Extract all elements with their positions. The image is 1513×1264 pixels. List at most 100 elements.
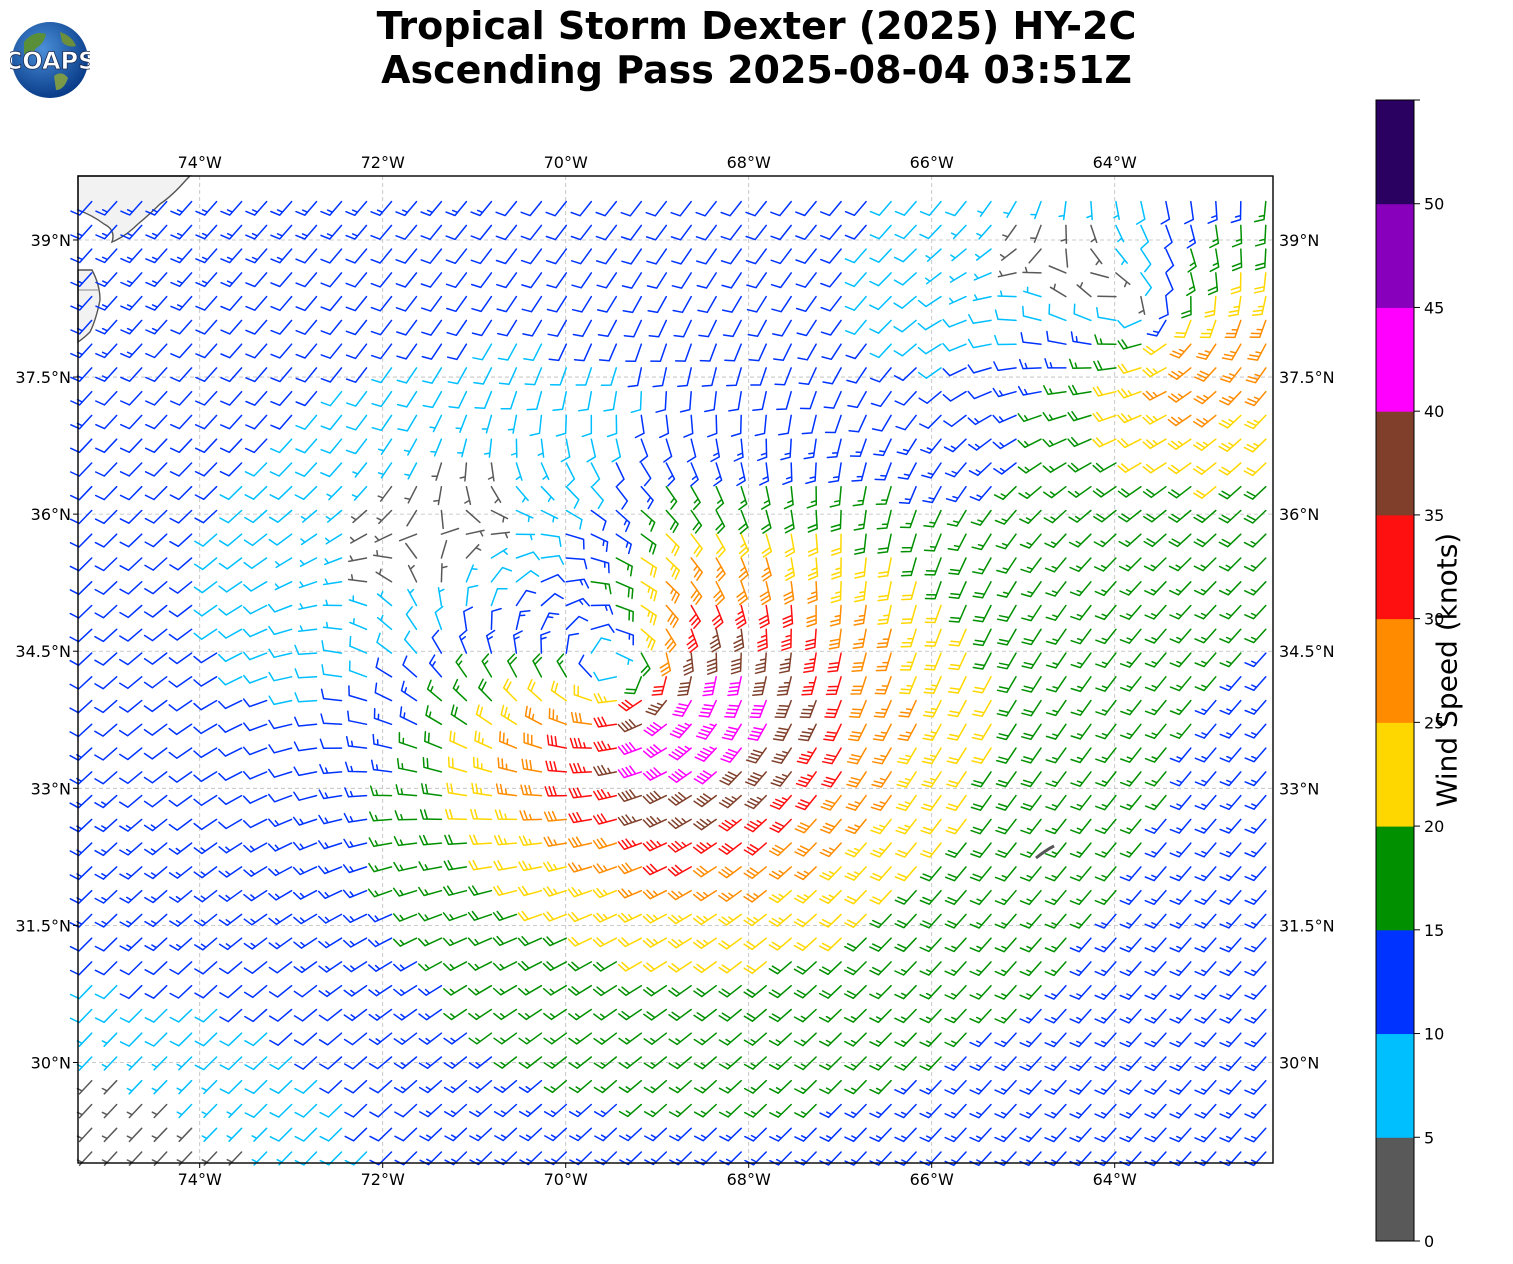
wind-barb — [1095, 723, 1117, 740]
wind-barb — [1244, 699, 1267, 715]
wind-barb — [944, 937, 967, 953]
wind-barb — [95, 438, 118, 454]
wind-barb — [447, 756, 468, 773]
wind-barb — [667, 791, 692, 806]
wind-barb — [394, 1127, 418, 1142]
wind-barb — [924, 628, 942, 647]
wind-barb — [490, 607, 502, 631]
wind-barb — [823, 390, 842, 409]
wind-barb — [1118, 533, 1142, 548]
wind-barb — [826, 438, 842, 459]
colorbar-tick-6: 30 — [1424, 610, 1444, 629]
wind-barb — [993, 361, 1017, 372]
wind-barb — [996, 557, 1017, 574]
wind-barb — [268, 744, 293, 754]
wind-barb — [754, 414, 767, 437]
wind-barb — [1045, 676, 1067, 693]
wind-barb — [1020, 794, 1042, 811]
wind-barb — [170, 390, 193, 406]
wind-barb — [972, 557, 992, 575]
wind-barb — [426, 679, 443, 702]
wind-barb — [770, 200, 792, 217]
wind-barb — [169, 961, 193, 975]
wind-barb — [824, 699, 842, 719]
wind-barb — [769, 1103, 792, 1118]
wind-barb — [746, 272, 767, 289]
wind-barb — [515, 485, 529, 503]
wind-barb — [374, 533, 393, 543]
wind-barb — [1244, 390, 1267, 407]
wind-barb — [318, 840, 343, 850]
wind-barb — [844, 961, 867, 976]
wind-barb — [467, 961, 493, 971]
wind-barb — [269, 485, 293, 500]
wind-barb — [819, 1103, 842, 1119]
wind-barb — [1070, 747, 1092, 764]
wind-barb — [443, 1032, 468, 1045]
wind-barb — [744, 1127, 767, 1142]
wind-barb — [668, 1032, 692, 1046]
wind-barb — [944, 913, 967, 929]
wind-barb — [869, 913, 892, 929]
wind-barb — [761, 509, 772, 534]
wind-barb — [870, 794, 892, 811]
wind-barb — [195, 200, 218, 216]
wind-barb — [568, 1056, 593, 1069]
wind-barb — [869, 961, 892, 976]
wind-barb — [397, 414, 418, 432]
wind-barb — [844, 842, 867, 858]
lat-tick-left-2: 36°N — [31, 505, 71, 524]
wind-barb — [421, 319, 443, 336]
wind-barb — [1019, 1056, 1042, 1072]
wind-barb — [1219, 1103, 1242, 1119]
wind-barb — [1194, 961, 1217, 977]
wind-barb — [745, 224, 767, 241]
wind-barb — [144, 1032, 168, 1047]
wind-barb — [393, 861, 418, 872]
wind-barb — [345, 248, 368, 264]
wind-barb — [319, 1056, 343, 1070]
wind-barb — [693, 818, 717, 831]
wind-barb — [869, 1079, 892, 1095]
wind-barb — [568, 1008, 593, 1021]
wind-barb — [515, 533, 536, 541]
wind-barb — [821, 771, 842, 788]
wind-barb — [967, 364, 992, 374]
wind-barb — [743, 889, 767, 903]
wind-barb — [220, 390, 243, 406]
wind-barb — [320, 272, 343, 288]
wind-barb — [969, 984, 992, 1000]
wind-barb — [169, 485, 193, 501]
chart-title: Tropical Storm Dexter (2025) HY-2C Ascen… — [0, 4, 1513, 92]
wind-barb — [268, 625, 293, 636]
wind-barb — [1199, 319, 1217, 339]
wind-barb — [796, 747, 817, 765]
wind-barb — [449, 730, 468, 749]
wind-barb — [126, 1079, 143, 1095]
wind-barb — [95, 414, 118, 430]
wind-barb — [420, 295, 443, 312]
wind-barb — [1092, 386, 1117, 397]
wind-barb — [402, 655, 418, 678]
wind-barb — [689, 604, 701, 629]
wind-barb — [169, 1032, 193, 1047]
wind-barb — [1094, 604, 1117, 621]
wind-barb — [1045, 723, 1067, 740]
wind-barb — [243, 533, 268, 547]
wind-barb — [617, 862, 643, 875]
wind-barb — [168, 604, 193, 618]
wind-barb — [715, 533, 726, 558]
wind-barb — [1120, 747, 1142, 763]
wind-barb — [874, 676, 892, 695]
wind-barb — [969, 485, 992, 502]
wind-barb — [343, 1008, 368, 1022]
wind-barb — [997, 290, 1017, 298]
wind-barb — [218, 557, 243, 570]
wind-barb — [368, 862, 393, 873]
wind-barb — [667, 817, 692, 830]
wind-barb — [1194, 1127, 1217, 1143]
wind-barb — [440, 563, 448, 583]
wind-barb — [893, 295, 917, 309]
wind-barb — [545, 248, 568, 265]
wind-barb — [244, 438, 268, 454]
